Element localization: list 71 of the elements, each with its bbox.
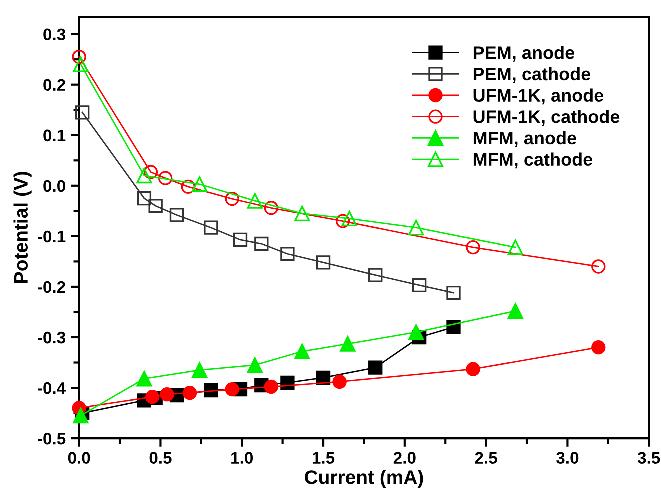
point (408, 324, 424, 340)
x-tick-label: 3.0 (556, 452, 579, 464)
point (137, 191, 152, 206)
legend-label: MFM, cathode (474, 152, 593, 169)
x-tick-label: 1.5 (312, 452, 335, 464)
point (368, 360, 383, 375)
point (160, 388, 174, 402)
point (170, 208, 184, 222)
point (247, 193, 263, 209)
point (192, 362, 208, 378)
legend-label: PEM, cathode (474, 67, 591, 84)
point (72, 50, 86, 64)
point (316, 256, 331, 270)
point (368, 268, 383, 282)
point (136, 168, 152, 184)
point (73, 408, 89, 424)
point (192, 176, 208, 192)
point (264, 201, 279, 216)
point (408, 220, 424, 236)
point (158, 171, 173, 186)
point (466, 362, 480, 376)
y-tick-label: 0.0 (44, 180, 66, 192)
x-tick-label: 2.0 (394, 452, 416, 464)
point (181, 180, 196, 194)
point (342, 210, 358, 227)
point (592, 340, 606, 355)
x-tick-label: 0.5 (150, 452, 172, 464)
point (182, 386, 198, 400)
y-tick-label: 0.3 (44, 28, 66, 41)
point (136, 371, 152, 387)
y-tick-label: -0.4 (38, 382, 66, 394)
point (225, 382, 240, 397)
point (225, 192, 240, 206)
legend-label: UFM-1K, cathode (474, 110, 620, 126)
legend-label: UFM-1K, anode (474, 88, 604, 105)
point (254, 236, 269, 252)
y-tick-label: -0.1 (38, 230, 66, 243)
x-tick-label: 2.5 (475, 452, 498, 464)
x-tick-label: 3.5 (638, 452, 660, 464)
point (592, 260, 606, 274)
point (148, 199, 163, 214)
point (233, 232, 248, 248)
point (204, 220, 218, 235)
point (446, 286, 461, 300)
x-tick-label: 0.0 (68, 452, 90, 464)
point (264, 380, 279, 394)
y-tick-label: 0.1 (44, 130, 66, 142)
y-axis-title: Potential (V) (14, 172, 32, 284)
point (336, 214, 350, 228)
point (294, 206, 310, 222)
x-tick-label: 1.0 (232, 452, 254, 464)
point (340, 336, 356, 352)
y-tick-label: 0.2 (44, 79, 66, 92)
legend-label: MFM, anode (474, 131, 576, 148)
point (332, 374, 347, 390)
point (508, 303, 524, 319)
point (144, 165, 158, 180)
point (247, 358, 263, 374)
point (508, 240, 524, 256)
x-axis-title: Current (mA) (305, 470, 424, 488)
point (75, 106, 90, 120)
point (145, 390, 160, 404)
y-tick-label: -0.3 (38, 332, 66, 344)
point (466, 240, 480, 255)
y-tick-label: -0.5 (38, 432, 66, 445)
point (73, 56, 89, 72)
legend-label: PEM, anode (474, 46, 574, 62)
y-tick-label: -0.2 (38, 281, 66, 294)
point (412, 278, 427, 293)
point (280, 247, 295, 262)
point (294, 344, 310, 360)
